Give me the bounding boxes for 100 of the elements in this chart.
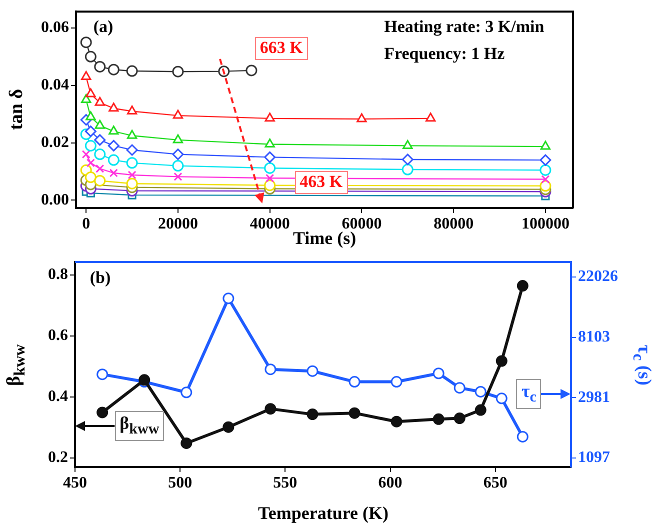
point: [172, 110, 184, 119]
point: [96, 164, 104, 173]
point: [94, 120, 105, 129]
point: [540, 154, 552, 166]
point: [82, 150, 90, 159]
point: [540, 180, 552, 192]
point: [222, 292, 234, 304]
point: [264, 403, 276, 415]
point: [402, 140, 413, 149]
point: [94, 134, 106, 146]
y-tick-label: 0.2: [48, 449, 68, 466]
x-tick-label: 500: [168, 474, 192, 492]
y2-tick-label: 22026: [578, 268, 618, 286]
point: [264, 112, 275, 122]
legend-label: β$_{kww}$: [114, 411, 164, 442]
point: [128, 170, 136, 180]
x-tick-label: 550: [273, 474, 298, 492]
point: [540, 164, 552, 176]
point: [126, 157, 138, 169]
point: [516, 430, 528, 442]
point: [172, 148, 184, 160]
point: [174, 172, 182, 181]
y-tick-label: 0.8: [48, 266, 68, 284]
annotation: 463 K: [294, 170, 348, 194]
point: [348, 376, 360, 388]
y2-tick-label: 8103: [578, 328, 610, 346]
point: [541, 175, 550, 184]
point: [94, 96, 105, 106]
point: [108, 126, 119, 135]
point: [180, 437, 192, 449]
y-tick-label: 0.00: [41, 191, 69, 208]
point: [80, 36, 92, 48]
point: [356, 113, 367, 122]
point: [426, 112, 436, 122]
y-tick-label: 0.6: [48, 327, 68, 344]
point: [432, 368, 444, 380]
point: [264, 138, 275, 148]
point: [222, 421, 234, 433]
point: [306, 365, 318, 377]
point: [126, 130, 138, 139]
point: [108, 140, 120, 152]
point: [454, 382, 466, 394]
point: [264, 162, 276, 174]
point: [81, 71, 92, 80]
point: [96, 406, 108, 418]
y-tick-label: 0.4: [48, 388, 68, 406]
annotation: (a): [93, 16, 114, 36]
point: [266, 174, 274, 182]
point: [94, 148, 106, 160]
point: [496, 355, 508, 367]
point: [86, 88, 96, 98]
point: [516, 280, 528, 292]
x-tick-label: 0: [82, 216, 90, 233]
y2-tick-label: 1097: [578, 449, 610, 466]
point: [126, 105, 138, 114]
point: [432, 413, 444, 425]
point: [474, 386, 486, 398]
y-axis-title: tan δ: [6, 89, 28, 130]
point: [84, 50, 96, 62]
x-tick-label: 450: [63, 474, 87, 492]
point: [108, 64, 120, 76]
point: [172, 160, 184, 172]
point: [108, 102, 119, 112]
x-tick-label: 80000: [434, 216, 474, 233]
point: [264, 364, 276, 376]
series-label: τ$_{c}$: [516, 379, 542, 410]
y-tick-label: 0.02: [41, 134, 69, 151]
point: [402, 164, 414, 176]
y-tick-label: 0.04: [41, 76, 69, 94]
point: [454, 412, 466, 424]
point: [402, 154, 414, 166]
point: [84, 140, 96, 152]
annotation: 663 K: [254, 37, 308, 60]
point: [172, 134, 184, 144]
x-axis-title: Temperature (K): [258, 503, 388, 524]
annotation: Frequency: 1 Hz: [384, 44, 505, 64]
point: [81, 94, 92, 103]
y2-tick-label: 2981: [578, 388, 610, 406]
point: [306, 408, 318, 420]
x-tick-label: 600: [378, 474, 402, 492]
y-tick-label: 0.06: [41, 19, 69, 36]
x-tick-label: 40000: [250, 216, 290, 233]
point: [86, 111, 96, 120]
point: [390, 376, 402, 388]
point: [180, 386, 192, 398]
point: [109, 168, 118, 178]
point: [126, 65, 138, 77]
point: [474, 404, 486, 416]
point: [390, 416, 402, 428]
point: [96, 368, 108, 380]
point: [126, 144, 138, 156]
point: [94, 174, 106, 186]
annotation: (b): [90, 268, 111, 288]
point: [84, 172, 96, 184]
point: [540, 140, 551, 150]
point: [108, 154, 120, 166]
point: [348, 407, 360, 419]
annotation: Heating rate: 3 K/min: [384, 16, 544, 36]
point: [126, 178, 138, 190]
point: [264, 180, 276, 192]
